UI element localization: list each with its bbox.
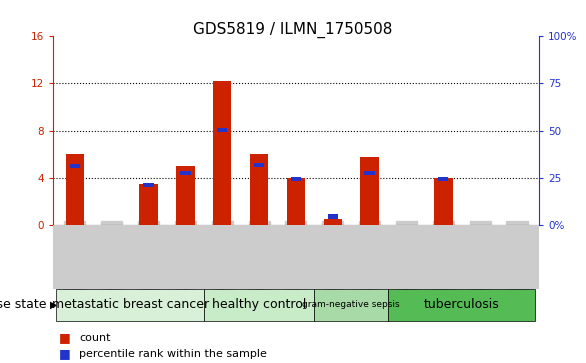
Text: disease state: disease state — [0, 298, 47, 311]
Bar — [360, 157, 379, 225]
Bar — [328, 215, 338, 219]
Bar — [139, 184, 158, 225]
Text: tuberculosis: tuberculosis — [424, 298, 500, 311]
Text: metastatic breast cancer: metastatic breast cancer — [52, 298, 209, 311]
Bar — [291, 177, 301, 181]
Bar — [364, 171, 375, 175]
Text: percentile rank within the sample: percentile rank within the sample — [79, 349, 267, 359]
Text: ■: ■ — [59, 347, 70, 360]
Text: ■: ■ — [59, 331, 70, 344]
Bar — [323, 219, 342, 225]
Bar — [287, 178, 305, 225]
Text: gram-negative sepsis: gram-negative sepsis — [302, 301, 400, 309]
Bar — [180, 171, 190, 175]
Bar — [250, 154, 268, 225]
Bar — [213, 81, 231, 225]
Text: count: count — [79, 333, 111, 343]
Bar — [254, 163, 264, 167]
Bar — [176, 166, 195, 225]
Bar — [434, 178, 452, 225]
Text: GDS5819 / ILMN_1750508: GDS5819 / ILMN_1750508 — [193, 22, 393, 38]
Text: ▶: ▶ — [50, 300, 57, 310]
Bar — [438, 177, 448, 181]
Bar — [66, 154, 84, 225]
Bar — [144, 183, 154, 187]
Bar — [70, 164, 80, 168]
Text: healthy control: healthy control — [212, 298, 306, 311]
Bar — [217, 129, 227, 132]
